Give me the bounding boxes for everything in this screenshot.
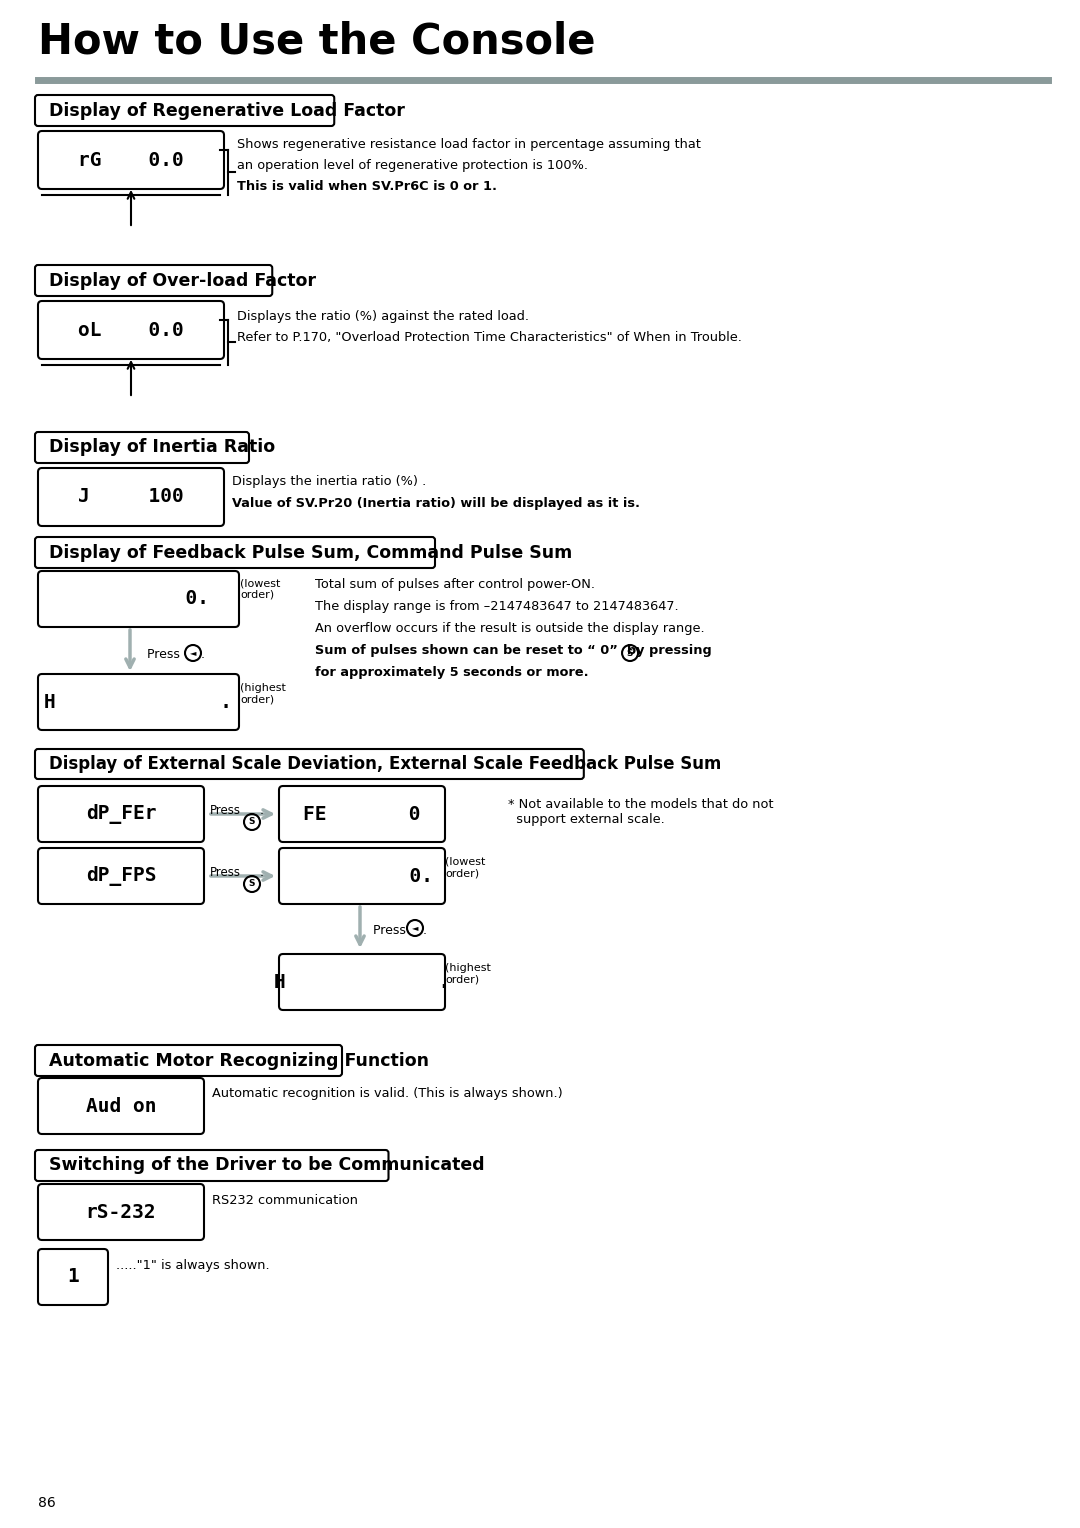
Text: H             .: H . [274,972,450,992]
Text: an operation level of regenerative protection is 100%.: an operation level of regenerative prote… [237,159,588,173]
Text: 0.: 0. [292,866,432,886]
Text: S: S [248,880,255,888]
FancyBboxPatch shape [35,1151,389,1181]
Text: * Not available to the models that do not
  support external scale.: * Not available to the models that do no… [508,798,773,827]
Text: Display of Over-load Factor: Display of Over-load Factor [49,272,316,289]
FancyBboxPatch shape [38,1184,204,1241]
Text: S: S [248,817,255,827]
FancyBboxPatch shape [38,571,239,626]
FancyBboxPatch shape [279,848,445,905]
Text: Refer to P.170, "Overload Protection Time Characteristics" of When in Trouble.: Refer to P.170, "Overload Protection Tim… [237,332,742,344]
Text: .: . [423,923,427,937]
Text: J     100: J 100 [78,487,184,506]
Text: How to Use the Console: How to Use the Console [38,20,595,63]
Text: for approximately 5 seconds or more.: for approximately 5 seconds or more. [315,666,589,678]
Text: FE       0: FE 0 [303,805,421,824]
Text: Display of Feedback Pulse Sum, Command Pulse Sum: Display of Feedback Pulse Sum, Command P… [49,544,572,561]
FancyBboxPatch shape [38,1077,204,1134]
Text: .: . [260,804,264,817]
FancyBboxPatch shape [38,131,224,189]
Text: 86: 86 [38,1496,56,1510]
Text: (highest
order): (highest order) [240,683,286,704]
Text: .: . [260,866,264,879]
FancyBboxPatch shape [35,95,334,125]
Text: Total sum of pulses after control power-ON.: Total sum of pulses after control power-… [315,578,595,591]
FancyBboxPatch shape [38,848,204,905]
Text: (lowest
order): (lowest order) [445,857,485,879]
FancyBboxPatch shape [38,301,224,359]
FancyBboxPatch shape [35,264,272,296]
Text: The display range is from –2147483647 to 2147483647.: The display range is from –2147483647 to… [315,601,678,613]
Text: S: S [626,648,633,657]
FancyBboxPatch shape [279,953,445,1010]
Text: Displays the inertia ratio (%) .: Displays the inertia ratio (%) . [232,475,427,487]
Text: (highest
order): (highest order) [445,963,491,984]
Text: Aud on: Aud on [85,1097,157,1115]
Text: rG    0.0: rG 0.0 [78,150,184,170]
Text: (lowest
order): (lowest order) [240,578,281,599]
Text: Shows regenerative resistance load factor in percentage assuming that: Shows regenerative resistance load facto… [237,138,701,151]
Text: An overflow occurs if the result is outside the display range.: An overflow occurs if the result is outs… [315,622,704,636]
Text: 0.: 0. [68,590,210,608]
Text: ◄: ◄ [411,923,418,932]
Text: H              .: H . [44,692,232,712]
FancyBboxPatch shape [35,749,584,779]
Text: Press: Press [210,866,241,879]
Text: This is valid when SV.Pr6C is 0 or 1.: This is valid when SV.Pr6C is 0 or 1. [237,180,497,193]
Text: .: . [201,648,205,662]
Text: rS-232: rS-232 [85,1203,157,1221]
FancyBboxPatch shape [38,468,224,526]
Text: RS232 communication: RS232 communication [212,1193,357,1207]
FancyBboxPatch shape [38,1248,108,1305]
FancyBboxPatch shape [35,536,435,568]
Text: Automatic Motor Recognizing Function: Automatic Motor Recognizing Function [49,1051,429,1070]
Text: Display of Regenerative Load Factor: Display of Regenerative Load Factor [49,101,405,119]
Text: Display of External Scale Deviation, External Scale Feedback Pulse Sum: Display of External Scale Deviation, Ext… [49,755,721,773]
FancyBboxPatch shape [279,785,445,842]
Text: Automatic recognition is valid. (This is always shown.): Automatic recognition is valid. (This is… [212,1088,563,1100]
Text: 1: 1 [67,1268,79,1287]
Text: Switching of the Driver to be Communicated: Switching of the Driver to be Communicat… [49,1157,485,1175]
Text: Press: Press [147,648,184,662]
Text: Value of SV.Pr20 (Inertia ratio) will be displayed as it is.: Value of SV.Pr20 (Inertia ratio) will be… [232,497,640,510]
Text: Sum of pulses shown can be reset to “ 0”  by pressing: Sum of pulses shown can be reset to “ 0”… [315,643,712,657]
FancyBboxPatch shape [35,1045,342,1076]
FancyBboxPatch shape [35,432,249,463]
Text: Displays the ratio (%) against the rated load.: Displays the ratio (%) against the rated… [237,310,529,322]
Text: ◄: ◄ [190,648,197,657]
Text: Press: Press [373,923,410,937]
FancyBboxPatch shape [38,674,239,730]
Text: ....."1" is always shown.: ....."1" is always shown. [116,1259,270,1271]
Text: oL    0.0: oL 0.0 [78,321,184,339]
FancyBboxPatch shape [38,785,204,842]
Text: Press: Press [210,804,241,817]
Text: dP_FEr: dP_FEr [85,804,157,824]
Text: dP_FPS: dP_FPS [85,866,157,886]
Text: Display of Inertia Ratio: Display of Inertia Ratio [49,439,275,457]
